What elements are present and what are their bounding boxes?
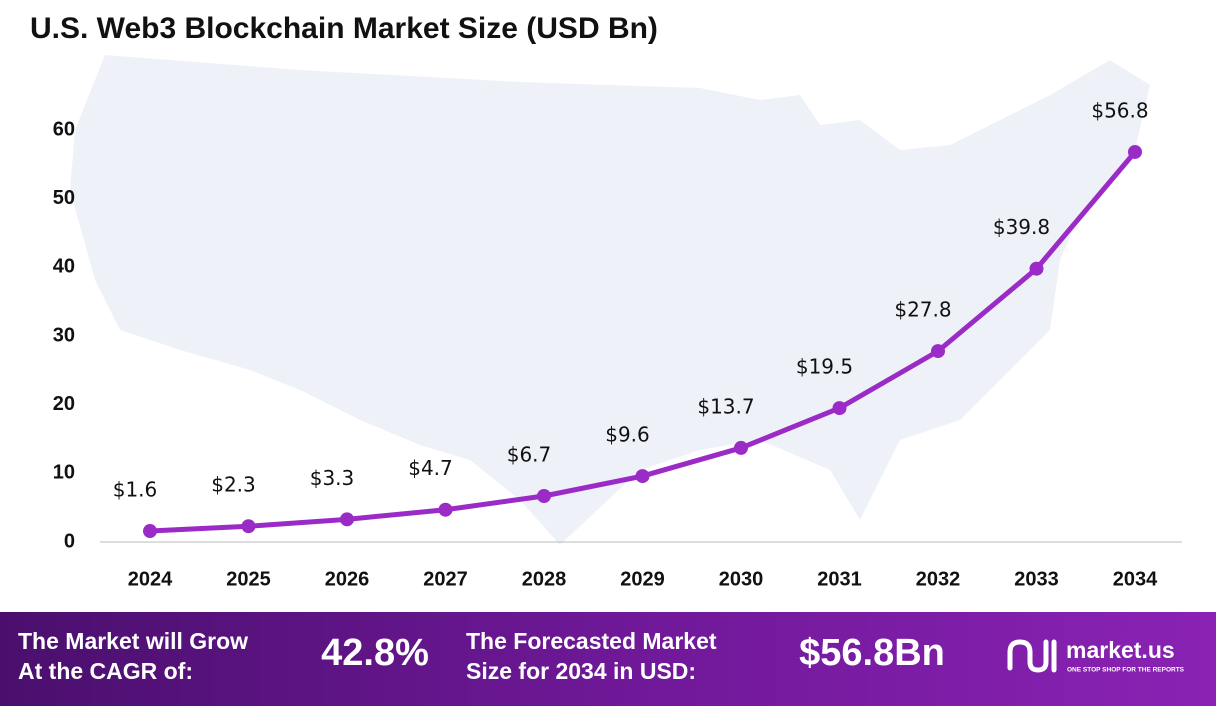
x-tick-label: 2024 <box>128 568 173 590</box>
y-tick-label: 50 <box>53 187 75 209</box>
data-label: $4.7 <box>408 456 453 480</box>
forecast-text: Size for 2034 in USD: <box>466 658 696 684</box>
data-point <box>734 440 748 455</box>
data-point <box>1029 261 1044 276</box>
data-point <box>1128 144 1142 159</box>
data-point <box>438 502 453 517</box>
x-tick-label: 2027 <box>423 568 468 590</box>
x-tick-label: 2029 <box>620 568 665 590</box>
data-label: $56.8 <box>1091 98 1148 122</box>
data-label: $1.6 <box>113 478 158 502</box>
data-label: $27.8 <box>894 298 951 322</box>
brand-name: market.us <box>1066 637 1175 663</box>
y-tick-label: 20 <box>53 393 75 415</box>
data-point <box>143 524 157 539</box>
data-point <box>635 469 650 484</box>
y-tick-label: 0 <box>64 530 75 552</box>
data-label: $19.5 <box>796 355 853 379</box>
x-tick-label: 2030 <box>719 568 764 590</box>
y-tick-label: 60 <box>53 118 75 140</box>
data-label: $13.7 <box>697 394 754 418</box>
x-tick-label: 2026 <box>325 568 370 590</box>
x-tick-label: 2032 <box>916 568 961 590</box>
forecast-value: $56.8Bn <box>799 632 945 674</box>
chart-title: U.S. Web3 Blockchain Market Size (USD Bn… <box>30 12 658 45</box>
data-label: $2.3 <box>211 473 256 497</box>
data-point <box>241 519 256 534</box>
data-point <box>537 488 551 503</box>
brand-tagline: ONE STOP SHOP FOR THE REPORTS <box>1067 667 1185 674</box>
y-tick-label: 40 <box>53 256 75 278</box>
y-tick-label: 30 <box>53 324 75 346</box>
x-tick-label: 2025 <box>226 568 271 590</box>
forecast-text: The Forecasted Market <box>466 628 717 654</box>
cagr-value: 42.8% <box>321 632 429 674</box>
data-label: $6.7 <box>507 442 552 466</box>
data-label: $39.8 <box>993 215 1050 239</box>
x-tick-label: 2031 <box>817 568 862 590</box>
x-tick-label: 2034 <box>1113 568 1158 590</box>
map-background <box>70 55 1150 545</box>
cagr-text: The Market will Grow <box>18 628 248 654</box>
data-point <box>832 401 847 416</box>
cagr-text: At the CAGR of: <box>18 658 193 684</box>
brand-logo <box>1007 639 1057 673</box>
data-point <box>931 344 945 359</box>
y-tick-label: 10 <box>53 462 75 484</box>
data-label: $9.6 <box>605 423 650 447</box>
data-point <box>340 512 354 527</box>
data-label: $3.3 <box>310 466 355 490</box>
x-tick-label: 2033 <box>1014 568 1059 590</box>
footer-band <box>0 612 1216 706</box>
x-tick-label: 2028 <box>522 568 567 590</box>
